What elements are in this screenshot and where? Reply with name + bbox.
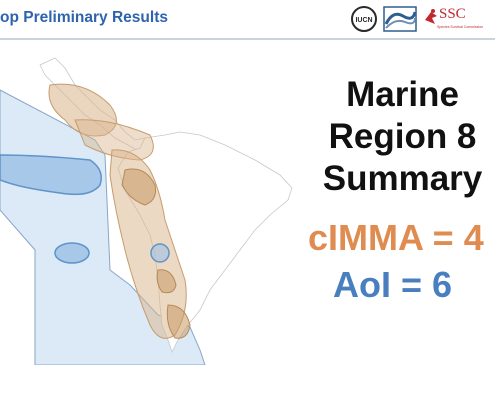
aoi-count: AoI = 6 <box>333 264 453 305</box>
region-map <box>0 57 293 365</box>
aoi-area-chile <box>150 243 170 263</box>
iucn-logo-text: IUCN <box>355 17 372 24</box>
summary-line-1: Marine <box>346 75 459 114</box>
header-title: op Preliminary Results <box>0 9 168 26</box>
cimma-area-north <box>48 83 117 137</box>
ssc-logo: SSC Species Survival Commission <box>423 6 485 32</box>
cimma-area-south <box>166 304 191 339</box>
cimma-area-chile <box>156 269 177 294</box>
ssc-logo-subtitle: Species Survival Commission <box>437 25 484 29</box>
summary-line-2: Region 8 <box>328 117 477 156</box>
ssc-bird-icon <box>425 9 437 24</box>
cimma-area-gulf <box>74 119 154 161</box>
aoi-area-islands <box>54 242 90 264</box>
aoi-area-offshore <box>0 154 102 196</box>
summary-line-3: Summary <box>322 159 483 198</box>
slide-header: op Preliminary Results IUCN SSC Species … <box>0 0 495 40</box>
wave-logo-icon <box>383 6 417 32</box>
cimma-count: cIMMA = 4 <box>308 217 484 258</box>
iucn-logo-icon: IUCN <box>351 6 377 32</box>
cimma-area-peru <box>121 168 156 206</box>
ssc-logo-text: SSC <box>439 6 466 22</box>
